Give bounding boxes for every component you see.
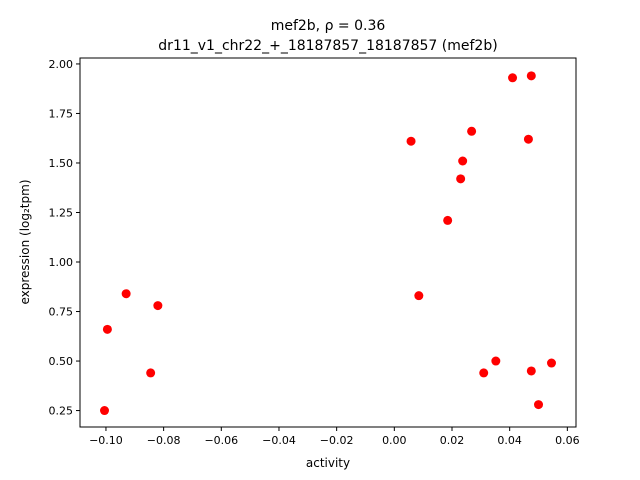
y-tick-label: 0.25 bbox=[49, 405, 74, 418]
data-point bbox=[100, 406, 110, 416]
chart-title-line1: mef2b, ρ = 0.36 bbox=[271, 18, 386, 34]
data-point bbox=[443, 215, 453, 225]
y-tick-label: 0.50 bbox=[49, 355, 74, 368]
data-point bbox=[458, 156, 468, 166]
chart-title-line2: dr11_v1_chr22_+_18187857_18187857 (mef2b… bbox=[158, 38, 497, 54]
y-tick-label: 1.00 bbox=[49, 256, 74, 269]
data-point bbox=[526, 71, 536, 81]
data-point bbox=[508, 73, 518, 83]
x-axis-ticks: −0.10 −0.08 −0.06 −0.04 −0.02 0.00 0.02 0.04 0.0… bbox=[89, 427, 580, 447]
x-tick-label: −0.08 bbox=[147, 434, 181, 447]
data-point bbox=[467, 126, 477, 136]
data-point bbox=[102, 324, 112, 334]
y-tick-label: 1.75 bbox=[49, 107, 74, 120]
plot-frame bbox=[79, 57, 577, 428]
data-point bbox=[546, 358, 556, 368]
data-point bbox=[534, 400, 544, 410]
data-point bbox=[491, 356, 501, 366]
x-tick-label: −0.06 bbox=[204, 434, 238, 447]
data-point bbox=[121, 289, 131, 299]
x-tick-label: −0.04 bbox=[262, 434, 296, 447]
data-point bbox=[523, 134, 533, 144]
data-point bbox=[526, 366, 536, 376]
data-points bbox=[100, 71, 556, 416]
y-axis-label: expression (log₂tpm) bbox=[18, 179, 32, 304]
y-tick-label: 1.25 bbox=[49, 206, 74, 219]
x-tick-label: 0.04 bbox=[497, 434, 522, 447]
x-tick-label: 0.00 bbox=[382, 434, 407, 447]
x-tick-label: 0.02 bbox=[440, 434, 465, 447]
y-tick-label: 0.75 bbox=[49, 306, 74, 319]
data-point bbox=[414, 291, 424, 301]
x-axis-label: activity bbox=[306, 456, 350, 470]
data-point bbox=[153, 301, 163, 311]
data-point bbox=[479, 368, 489, 378]
x-tick-label: −0.10 bbox=[89, 434, 123, 447]
x-tick-label: −0.02 bbox=[320, 434, 354, 447]
x-tick-label: 0.06 bbox=[555, 434, 580, 447]
y-axis-ticks: 0.25 0.50 0.75 1.00 1.25 1.50 1.75 2.00 bbox=[49, 58, 80, 418]
data-point bbox=[406, 136, 416, 146]
y-tick-label: 2.00 bbox=[49, 58, 74, 71]
y-tick-label: 1.50 bbox=[49, 157, 74, 170]
data-point bbox=[146, 368, 156, 378]
data-point bbox=[456, 174, 466, 184]
